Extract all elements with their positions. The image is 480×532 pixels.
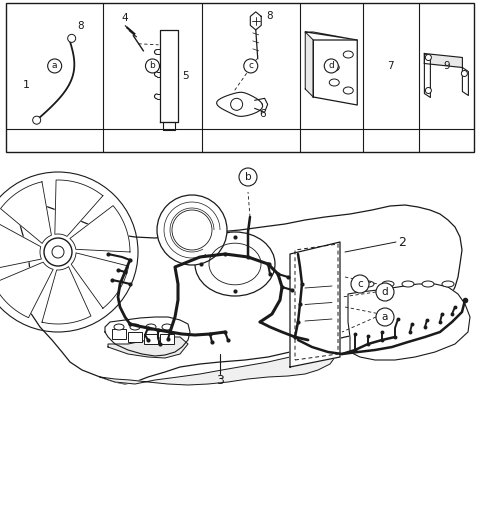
Bar <box>6 3 474 152</box>
Circle shape <box>239 168 257 186</box>
Ellipse shape <box>343 87 353 94</box>
Polygon shape <box>100 350 335 385</box>
Circle shape <box>376 283 394 301</box>
Polygon shape <box>313 40 357 105</box>
Ellipse shape <box>343 51 353 58</box>
Circle shape <box>425 54 432 61</box>
Text: d: d <box>328 62 334 70</box>
Polygon shape <box>250 12 261 30</box>
Bar <box>160 334 174 344</box>
Ellipse shape <box>130 324 140 330</box>
Text: 8: 8 <box>266 11 272 21</box>
Bar <box>144 334 158 344</box>
Ellipse shape <box>382 281 394 287</box>
Circle shape <box>68 35 76 43</box>
Text: 5: 5 <box>182 71 189 81</box>
Text: 8: 8 <box>78 21 84 31</box>
Polygon shape <box>160 30 179 122</box>
Polygon shape <box>424 54 462 68</box>
Ellipse shape <box>162 324 172 330</box>
Text: 7: 7 <box>387 61 394 71</box>
Ellipse shape <box>402 281 414 287</box>
Circle shape <box>461 71 468 77</box>
Bar <box>112 329 126 339</box>
Polygon shape <box>305 32 357 40</box>
Polygon shape <box>55 180 103 236</box>
Text: c: c <box>248 62 253 70</box>
Polygon shape <box>18 202 462 384</box>
Polygon shape <box>70 205 130 252</box>
Text: 6: 6 <box>260 109 266 119</box>
Circle shape <box>351 275 369 293</box>
Ellipse shape <box>114 324 124 330</box>
Ellipse shape <box>146 324 156 330</box>
Circle shape <box>376 308 394 326</box>
Circle shape <box>172 210 212 250</box>
Polygon shape <box>462 68 468 96</box>
Circle shape <box>324 59 338 73</box>
Polygon shape <box>42 267 91 324</box>
Polygon shape <box>105 317 190 356</box>
Text: 3: 3 <box>216 373 224 387</box>
Text: b: b <box>245 172 252 182</box>
Polygon shape <box>108 337 188 358</box>
Text: b: b <box>150 62 156 70</box>
Circle shape <box>157 195 227 265</box>
Text: 9: 9 <box>443 61 450 71</box>
Text: 1: 1 <box>23 80 30 90</box>
Text: a: a <box>382 312 388 322</box>
Polygon shape <box>216 92 263 117</box>
Circle shape <box>44 238 72 266</box>
Text: c: c <box>357 279 363 289</box>
Text: d: d <box>382 287 388 297</box>
Polygon shape <box>305 32 313 97</box>
Ellipse shape <box>442 281 454 287</box>
Ellipse shape <box>195 232 275 296</box>
Circle shape <box>145 59 159 73</box>
Circle shape <box>244 59 258 73</box>
Polygon shape <box>0 262 53 318</box>
Polygon shape <box>71 253 129 308</box>
Text: a: a <box>52 62 58 70</box>
Text: 4: 4 <box>121 13 128 23</box>
Ellipse shape <box>329 79 339 86</box>
Text: 2: 2 <box>398 236 406 248</box>
Circle shape <box>33 116 41 124</box>
Polygon shape <box>348 284 470 360</box>
Ellipse shape <box>362 281 374 287</box>
Polygon shape <box>424 54 431 97</box>
Circle shape <box>425 87 432 94</box>
Polygon shape <box>0 182 51 244</box>
Circle shape <box>52 246 64 258</box>
Ellipse shape <box>329 64 339 71</box>
Ellipse shape <box>422 281 434 287</box>
Polygon shape <box>0 221 41 270</box>
Circle shape <box>230 98 242 110</box>
Circle shape <box>48 59 61 73</box>
Polygon shape <box>290 242 340 367</box>
Bar <box>128 332 142 342</box>
